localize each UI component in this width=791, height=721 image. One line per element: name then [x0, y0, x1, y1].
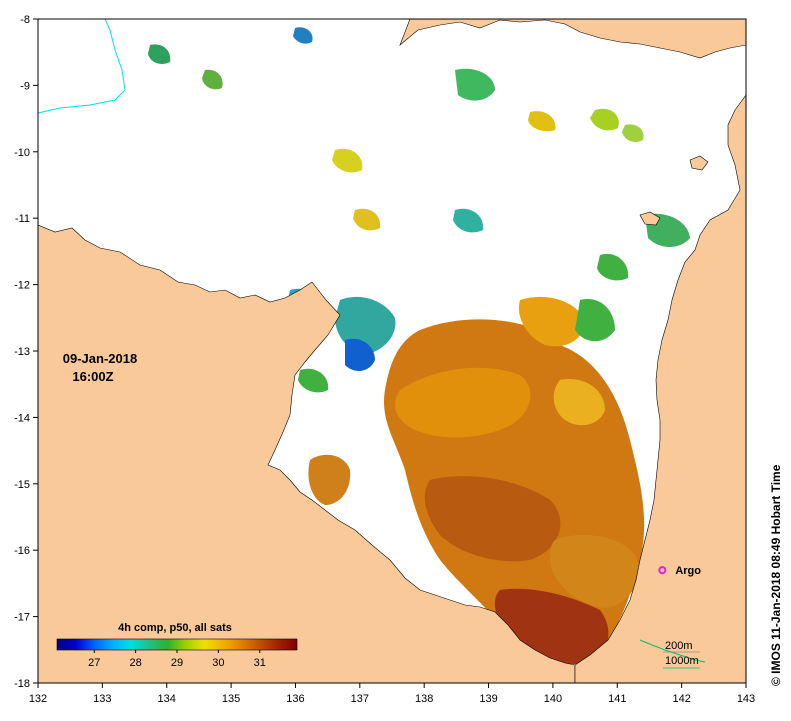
argo-label: Argo: [675, 565, 701, 577]
land-masses: [38, 19, 746, 683]
x-tick-label: 139: [479, 693, 497, 705]
y-axis: -8 -9 -10 -11 -12 -13 -14 -15 -16 -17 -18: [14, 14, 38, 690]
contour-legend: 200m 1000m: [663, 640, 700, 669]
colorbar-gradient: [56, 638, 298, 651]
x-tick-label: 143: [737, 693, 755, 705]
x-tick-label: 141: [608, 693, 626, 705]
y-tick-label: -11: [15, 213, 30, 225]
colorbar-tick-label: 30: [212, 657, 224, 669]
x-tick-label: 136: [286, 693, 304, 705]
colorbar-tick-label: 28: [129, 657, 141, 669]
x-axis: 132 133 134 135 136 137 138 139 140 141 142 143: [29, 683, 755, 705]
x-tick-label: 142: [672, 693, 690, 705]
colorbar-tick-label: 31: [254, 657, 266, 669]
argo-icon: [658, 566, 667, 575]
y-tick-label: -10: [14, 147, 30, 159]
y-tick-label: -8: [20, 14, 30, 26]
y-tick-label: -18: [14, 678, 30, 690]
x-tick-label: 140: [544, 693, 562, 705]
argo-float-marker: Argo: [658, 565, 701, 577]
colorbar-tick-label: 27: [88, 657, 100, 669]
colorbar-ticks: 27 28 29 30 31: [88, 650, 266, 669]
x-tick-label: 137: [351, 693, 369, 705]
x-tick-label: 132: [29, 693, 47, 705]
y-tick-label: -12: [14, 280, 30, 292]
time-label: 16:00Z: [72, 369, 113, 384]
colorbar-tick-label: 29: [171, 657, 183, 669]
y-tick-label: -13: [14, 346, 30, 358]
contour-line-sample: [639, 639, 706, 663]
contour-200m-label: 200m: [665, 640, 693, 652]
colorbar-title: 4h comp, p50, all sats: [118, 622, 232, 634]
imos-credit: © IMOS 11-Jan-2018 08:49 Hobart Time: [769, 464, 783, 686]
y-tick-label: -14: [14, 412, 30, 424]
colorbar: 4h comp, p50, all sats 27 28 29 30 31: [56, 622, 298, 669]
x-tick-label: 135: [222, 693, 240, 705]
y-tick-label: -16: [14, 545, 30, 557]
x-tick-label: 134: [158, 693, 176, 705]
x-tick-label: 133: [93, 693, 111, 705]
y-tick-label: -17: [14, 612, 30, 624]
sst-field: [148, 27, 690, 665]
date-label: 09-Jan-2018: [63, 351, 137, 366]
y-tick-label: -9: [20, 80, 30, 92]
y-tick-label: -15: [14, 479, 30, 491]
x-tick-label: 138: [415, 693, 433, 705]
contour-1000m-label: 1000m: [665, 655, 699, 667]
cyan-boundary-line: [38, 19, 126, 114]
map-layers: [38, 19, 746, 683]
